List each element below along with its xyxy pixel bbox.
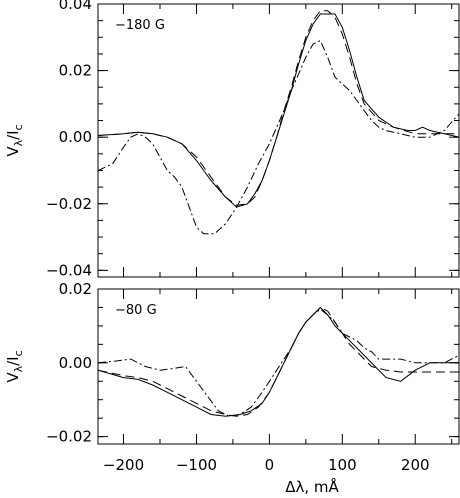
series-line-solid <box>98 306 459 417</box>
series-line-dashed <box>98 10 459 206</box>
y-tick-label: −0.02 <box>46 195 92 213</box>
series-line-dashed <box>98 306 459 417</box>
y-tick-label: 0.02 <box>59 62 92 80</box>
x-tick-label: −100 <box>176 456 217 474</box>
y-tick-label: 0.00 <box>59 354 92 372</box>
panel-top: −0.04 −0.02 0.00 0.02 0.04 −180 G Vλ​/Ic​ <box>4 0 460 279</box>
x-tick-label: 0 <box>265 456 275 474</box>
x-axis-label: Δλ, mÅ <box>285 477 339 496</box>
plot-frame <box>97 288 460 445</box>
panel-bottom: −200 −100 0 100 200 −0.02 0.00 0.02 −80 G Vλ​/Ic​ <box>4 280 460 474</box>
y-tick-label: −0.04 <box>46 261 92 279</box>
panel-annotation: −80 G <box>115 303 157 318</box>
plot-frame <box>97 3 460 278</box>
y-tick-label: 0.04 <box>59 0 92 13</box>
y-tick-label: −0.02 <box>46 428 92 446</box>
series-line-dashdot <box>98 39 459 235</box>
y-axis-label: Vλ​/Ic​ <box>4 350 25 382</box>
y-axis-label: Vλ​/Ic​ <box>4 124 25 156</box>
panel-annotation: −180 G <box>115 18 165 33</box>
series-line-dashdot <box>98 308 459 417</box>
y-tick-label: 0.00 <box>59 128 92 146</box>
x-tick-label: −200 <box>103 456 144 474</box>
x-tick-label: 100 <box>328 456 357 474</box>
x-tick-label: 200 <box>401 456 430 474</box>
series-line-solid <box>98 13 459 208</box>
y-tick-label: 0.02 <box>59 280 92 298</box>
